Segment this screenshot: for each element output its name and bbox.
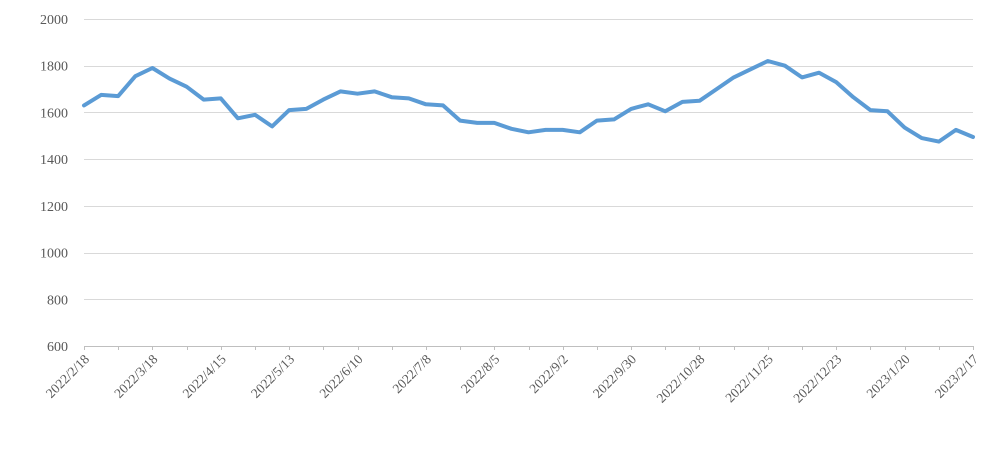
x-axis-tick-label: 2022/9/2 bbox=[526, 352, 571, 397]
x-axis-tick-label: 2022/6/10 bbox=[316, 351, 365, 400]
y-axis-tick-label: 800 bbox=[47, 293, 68, 308]
x-axis-tick-label: 2022/12/23 bbox=[790, 351, 844, 405]
x-axis-tick-label: 2022/4/15 bbox=[180, 351, 229, 400]
y-axis-tick-label: 600 bbox=[47, 340, 68, 355]
x-axis-tick-label: 2022/5/13 bbox=[248, 351, 297, 400]
x-axis-tick-label: 2022/7/8 bbox=[389, 351, 434, 396]
y-axis-tick-label: 2000 bbox=[40, 13, 68, 28]
series-line bbox=[82, 59, 975, 144]
y-axis-tick-label: 1400 bbox=[40, 153, 68, 168]
y-axis-tick-label: 1800 bbox=[40, 60, 68, 75]
x-axis-tick-label: 2022/3/18 bbox=[111, 351, 160, 400]
x-axis-tick-label: 2023/1/20 bbox=[863, 351, 912, 400]
y-axis-tick-label: 1200 bbox=[40, 200, 68, 215]
y-axis-tick-label: 1000 bbox=[40, 247, 68, 262]
x-axis-tick-label: 2022/2/18 bbox=[43, 351, 92, 400]
y-axis-tick-label: 1600 bbox=[40, 106, 68, 121]
x-axis-tick-label: 2023/2/17 bbox=[932, 351, 981, 400]
x-axis-tick-label: 2022/10/28 bbox=[653, 351, 707, 405]
x-axis-tick-label: 2022/9/30 bbox=[590, 351, 639, 400]
x-axis-tick-label: 2022/8/5 bbox=[458, 351, 503, 396]
x-axis-tick-label: 2022/11/25 bbox=[722, 351, 776, 405]
